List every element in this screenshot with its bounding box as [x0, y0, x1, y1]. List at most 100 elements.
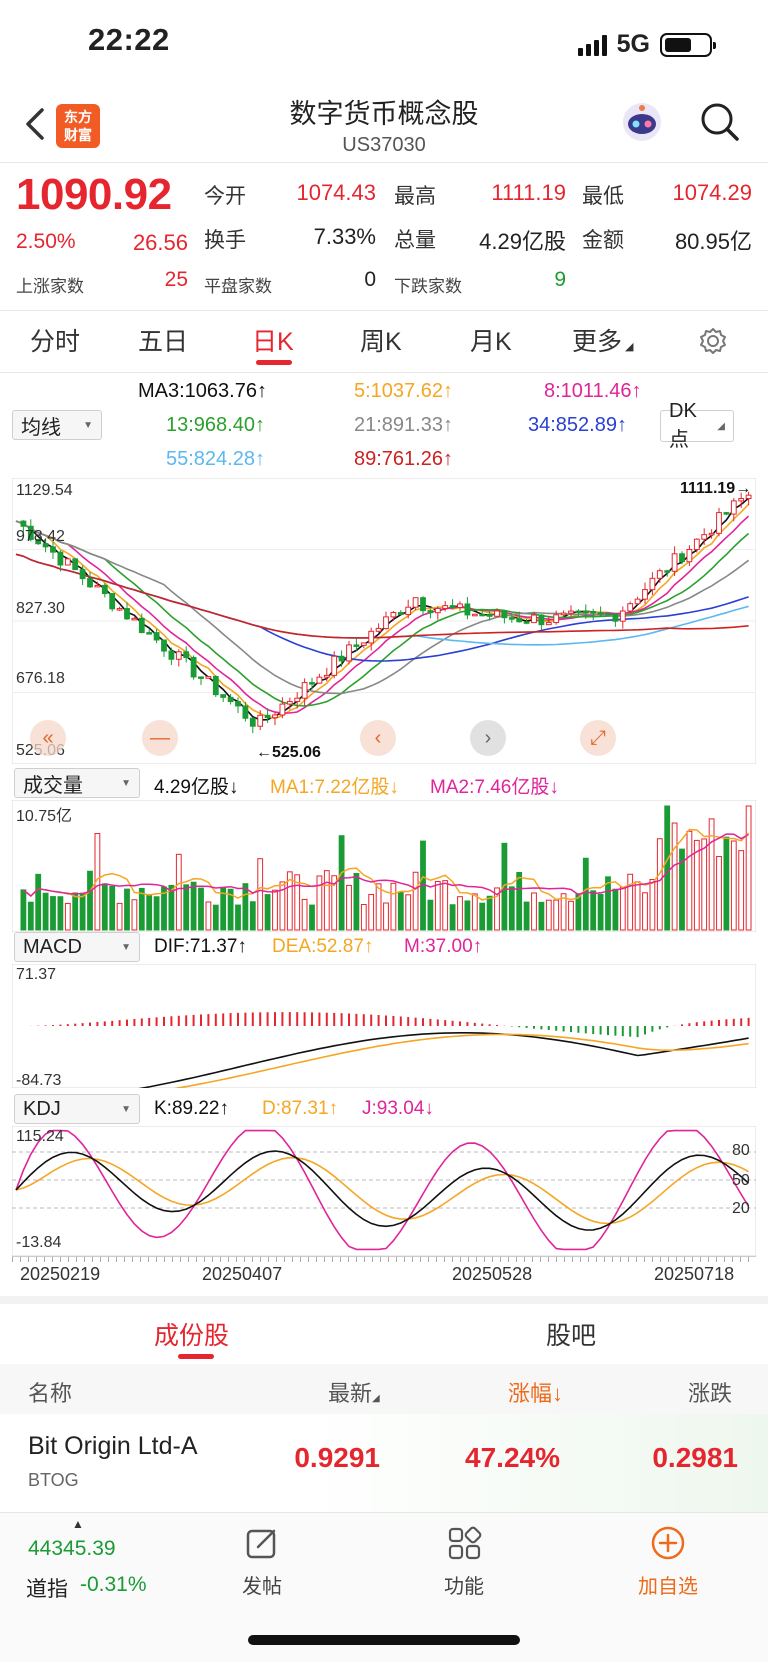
candle-body	[383, 616, 389, 629]
candle-body	[175, 651, 182, 660]
volume-selector[interactable]: 成交量 ▼	[14, 768, 140, 798]
tab-five-day[interactable]: 五日	[138, 328, 189, 356]
volume-bar	[693, 839, 700, 931]
volume-bar	[57, 896, 64, 931]
candle-body	[560, 612, 567, 616]
kline-min-marker: ←525.06	[256, 744, 321, 761]
volume-bar	[72, 892, 79, 931]
candle-body	[471, 613, 478, 617]
volume-bar	[723, 836, 730, 931]
column-change[interactable]: 涨跌	[688, 1381, 733, 1406]
search-button[interactable]	[698, 100, 742, 144]
ma-selector[interactable]: 均线 ▼	[12, 410, 102, 440]
zoom-out-button[interactable]: —	[142, 720, 178, 756]
section-gap	[0, 1296, 768, 1304]
column-name: 名称	[28, 1381, 73, 1406]
candle-body	[183, 651, 190, 659]
column-change-pct[interactable]: 涨幅↓	[508, 1381, 564, 1406]
macd-dea-line	[173, 1033, 749, 1088]
candle-body	[553, 614, 560, 624]
volume-ma-line	[22, 833, 749, 898]
volume-bar	[257, 858, 264, 931]
candle-body	[146, 632, 153, 635]
add-watchlist-button[interactable]: 加自选	[628, 1525, 708, 1605]
candle-body	[242, 705, 249, 719]
post-button[interactable]: 发帖	[240, 1525, 284, 1605]
candle-body	[190, 657, 197, 678]
kline-chart[interactable]	[12, 478, 756, 764]
candle-body	[35, 538, 42, 545]
macd-y-max: 71.37	[16, 966, 57, 983]
volume-bar	[738, 850, 745, 931]
volume-bar	[138, 887, 145, 931]
candle-body	[464, 603, 471, 616]
volume-bar	[449, 904, 456, 931]
home-indicator	[248, 1635, 520, 1645]
macd-selector[interactable]: MACD ▼	[14, 932, 140, 962]
period-tabs: 分时 五日 日K 周K 月K 更多 ◢	[0, 316, 768, 370]
ma8-label: 8:1011.46↑	[544, 380, 642, 402]
volume-bar	[412, 871, 419, 931]
tab-forum[interactable]: 股吧	[546, 1322, 597, 1350]
date-axis-ticks	[12, 1256, 756, 1262]
volume-bar	[656, 838, 663, 931]
volume-bar	[146, 893, 153, 931]
candle-body	[582, 610, 589, 614]
kdj-k-line	[15, 1150, 750, 1231]
ma3-label: MA3:1063.76↑	[138, 380, 267, 402]
settings-button[interactable]	[698, 326, 728, 363]
volume-bar	[642, 892, 648, 931]
table-row[interactable]: Bit Origin Ltd-A BTOG 0.9291 47.24% 0.29…	[0, 1414, 768, 1512]
candle-body	[442, 605, 449, 609]
volume-bar	[442, 880, 449, 931]
candle-body	[427, 610, 434, 614]
volume-bar	[479, 902, 486, 931]
robot-assistant-icon[interactable]	[620, 100, 664, 144]
fullscreen-button[interactable]: ⤢	[580, 720, 616, 756]
volume-bar	[434, 881, 441, 931]
dow-index-name[interactable]: 道指	[26, 1578, 68, 1601]
back-button[interactable]	[20, 104, 50, 144]
signal-icon	[577, 34, 607, 56]
index-code: US37030	[342, 134, 426, 156]
kline-candles	[20, 491, 752, 734]
search-icon	[701, 103, 739, 141]
macd-chart[interactable]	[12, 964, 756, 1088]
volume-bar	[227, 888, 234, 931]
tab-daily-k[interactable]: 日K	[252, 328, 294, 356]
grid-icon	[448, 1526, 482, 1560]
candle-body	[20, 520, 27, 527]
candle-body	[368, 630, 375, 644]
dk-point-button[interactable]: DK点 ◢	[660, 400, 734, 451]
candle-body	[375, 627, 382, 632]
volume-bar	[101, 883, 108, 931]
tab-more[interactable]: 更多 ◢	[572, 328, 634, 356]
dow-index-value[interactable]: 44345.39	[28, 1537, 116, 1560]
volume-bar	[427, 899, 434, 931]
scroll-left-fast-button[interactable]: «	[30, 720, 66, 756]
dropdown-arrow-icon: ▼	[121, 1103, 131, 1115]
candle-body	[508, 617, 515, 620]
header-divider	[0, 162, 768, 163]
dow-index-change[interactable]: -0.31%	[80, 1573, 147, 1596]
tab-intraday[interactable]: 分时	[30, 328, 81, 356]
functions-button[interactable]: 功能	[436, 1525, 492, 1605]
kdj-selector[interactable]: KDJ ▼	[14, 1094, 140, 1124]
scroll-left-button[interactable]: ‹	[360, 720, 396, 756]
low-value: 1074.29	[672, 180, 752, 205]
scroll-right-button[interactable]: ›	[470, 720, 506, 756]
tab-monthly-k[interactable]: 月K	[470, 328, 512, 356]
tabs-divider	[0, 372, 768, 373]
volume-chart[interactable]	[12, 800, 756, 932]
volume-bar	[708, 818, 715, 931]
kdj-level-50: 50	[732, 1172, 750, 1189]
kdj-y-min: -13.84	[16, 1234, 62, 1251]
kline-max-marker: 1111.19→	[680, 480, 752, 497]
tab-constituents[interactable]: 成份股	[154, 1322, 230, 1350]
kdj-chart[interactable]	[12, 1126, 756, 1256]
tab-weekly-k[interactable]: 周K	[360, 328, 402, 356]
ma21-line	[15, 520, 750, 695]
candle-body	[153, 632, 160, 641]
column-latest[interactable]: 最新◢	[328, 1381, 380, 1406]
volume-bar	[686, 830, 693, 931]
